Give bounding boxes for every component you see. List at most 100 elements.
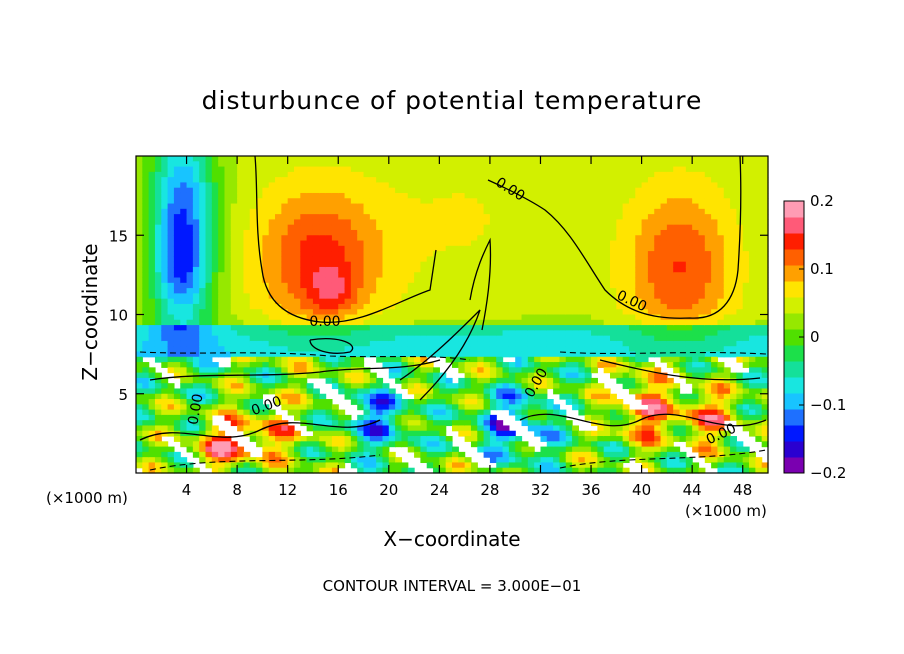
heatmap-cell (382, 251, 390, 257)
heatmap-cell (559, 346, 567, 353)
heatmap-cell (300, 372, 308, 379)
heatmap-cell (622, 330, 630, 337)
heatmap-cell (186, 340, 194, 347)
heatmap-cell (496, 340, 504, 347)
heatmap-cell (180, 298, 188, 305)
heatmap-cell (230, 451, 238, 458)
heatmap-cell (142, 235, 150, 242)
heatmap-cell (237, 298, 245, 305)
heatmap-cell (325, 399, 333, 405)
heatmap-cell (142, 214, 150, 220)
heatmap-cell (407, 293, 415, 300)
heatmap-cell (218, 266, 226, 273)
heatmap-cell (294, 325, 301, 331)
heatmap-cell (597, 451, 605, 458)
heatmap-cell (224, 309, 232, 316)
heatmap-cell (666, 288, 674, 294)
heatmap-cell (578, 298, 586, 305)
heatmap-cell (180, 224, 188, 231)
heatmap-cell (224, 256, 232, 263)
heatmap-cell (616, 399, 624, 405)
heatmap-cell (603, 462, 611, 469)
heatmap-cell (578, 261, 586, 268)
heatmap-cell (357, 224, 365, 231)
heatmap-cell (331, 298, 339, 305)
heatmap-cell (420, 192, 428, 199)
heatmap-cell (401, 261, 409, 268)
heatmap-cell (464, 293, 472, 300)
heatmap-cell (540, 245, 548, 252)
heatmap-cell (641, 420, 649, 427)
heatmap-cell (496, 277, 504, 284)
heatmap-cell (414, 161, 421, 168)
heatmap-cell (534, 425, 542, 432)
heatmap-cell (237, 319, 245, 326)
heatmap-cell (521, 409, 529, 416)
heatmap-cell (452, 272, 459, 279)
heatmap-cell (527, 325, 535, 331)
heatmap-cell (154, 356, 162, 363)
heatmap-cell (275, 362, 282, 368)
heatmap-cell (445, 383, 453, 390)
heatmap-cell (578, 272, 586, 279)
heatmap-cell (508, 362, 516, 368)
heatmap-cell (439, 245, 447, 252)
heatmap-cell (338, 340, 346, 347)
heatmap-cell (338, 198, 346, 205)
heatmap-cell (180, 266, 188, 273)
heatmap-cell (142, 293, 150, 300)
heatmap-cell (414, 377, 421, 384)
heatmap-cell (180, 340, 188, 347)
heatmap-cell (584, 314, 592, 321)
heatmap-cell (186, 351, 194, 358)
heatmap-cell (312, 161, 320, 168)
heatmap-cell (470, 414, 478, 421)
heatmap-cell (565, 309, 573, 316)
heatmap-cell (521, 277, 529, 284)
heatmap-cell (635, 235, 643, 242)
heatmap-cell (369, 436, 377, 442)
heatmap-cell (470, 166, 478, 173)
heatmap-cell (426, 298, 434, 305)
heatmap-cell (597, 325, 605, 331)
heatmap-cell (186, 171, 194, 178)
heatmap-cell (673, 272, 681, 279)
heatmap-cell (666, 219, 674, 226)
heatmap-cell (401, 219, 409, 226)
heatmap-cell (294, 314, 301, 321)
heatmap-cell (382, 240, 390, 247)
heatmap-cell (515, 377, 523, 384)
heatmap-cell (376, 214, 384, 220)
heatmap-cell (610, 298, 617, 305)
heatmap-cell (591, 277, 598, 284)
heatmap-cell (357, 414, 365, 421)
heatmap-cell (622, 414, 630, 421)
heatmap-cell (237, 192, 245, 199)
heatmap-cell (382, 203, 390, 210)
heatmap-cell (325, 436, 333, 442)
heatmap-cell (616, 467, 624, 474)
heatmap-cell (237, 399, 245, 405)
heatmap-cell (142, 309, 150, 316)
heatmap-cell (369, 177, 377, 184)
heatmap-cell (192, 166, 200, 173)
heatmap-cell (294, 214, 301, 220)
heatmap-cell (477, 330, 485, 337)
heatmap-cell (388, 325, 396, 331)
heatmap-cell (287, 319, 295, 326)
heatmap-cell (369, 393, 377, 400)
heatmap-cell (237, 203, 245, 210)
heatmap-cell (496, 451, 504, 458)
heatmap-cell (673, 156, 681, 162)
heatmap-cell (546, 420, 554, 427)
heatmap-cell (660, 298, 668, 305)
heatmap-cell (559, 171, 567, 178)
heatmap-cell (616, 166, 624, 173)
heatmap-cell (426, 171, 434, 178)
heatmap-cell (477, 235, 485, 242)
heatmap-cell (167, 251, 175, 257)
heatmap-cell (616, 261, 624, 268)
heatmap-cell (414, 340, 421, 347)
heatmap-cell (647, 372, 655, 379)
heatmap-cell (572, 214, 579, 220)
